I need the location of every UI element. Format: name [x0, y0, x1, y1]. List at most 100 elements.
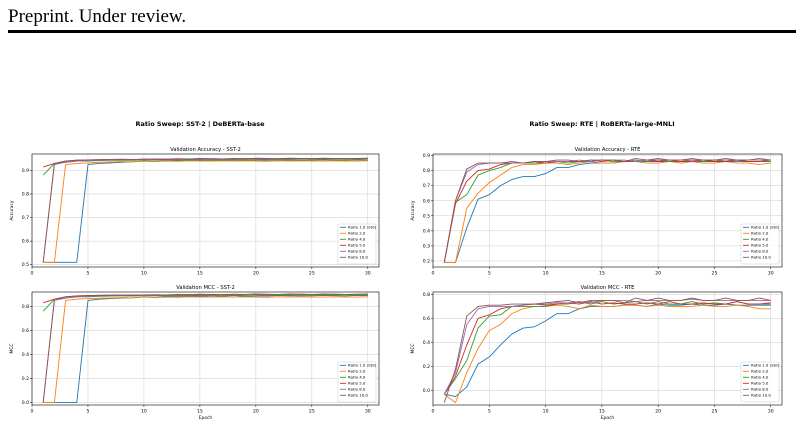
x-tick-label: 0 — [432, 409, 435, 415]
series-line — [443, 297, 771, 403]
y-tick-label: 0.4 — [22, 352, 29, 358]
figure-suptitle-rte: Ratio Sweep: RTE | RoBERTa-large-MNLI — [529, 120, 674, 129]
x-tick-label: 15 — [197, 409, 203, 415]
x-tick-label: 25 — [309, 271, 315, 277]
x-tick-label: 5 — [488, 409, 491, 415]
x-tick-label: 10 — [141, 409, 147, 415]
x-tick-label: 15 — [197, 271, 203, 277]
series-line — [42, 157, 368, 263]
chart-title: Validation Accuracy - RTE — [575, 147, 641, 153]
x-tick-label: 10 — [543, 271, 549, 277]
legend-entry: Ratio 10.0 — [751, 255, 771, 260]
series-line — [444, 161, 771, 263]
series-line — [443, 301, 771, 395]
y-axis-label: Accuracy — [9, 200, 15, 220]
y-tick-label: 0.0 — [423, 388, 430, 394]
x-tick-label: 0 — [31, 409, 34, 415]
chart-title: Validation MCC - RTE — [581, 285, 635, 291]
x-axis-label: Epoch — [199, 415, 213, 421]
x-tick-label: 30 — [768, 409, 774, 415]
series-line — [43, 159, 368, 263]
x-tick-label: 30 — [365, 409, 371, 415]
series-line — [43, 160, 368, 263]
series-line — [443, 159, 771, 263]
legend-entry: Ratio 5.0 — [348, 243, 366, 248]
y-tick-label: 0.5 — [423, 213, 430, 219]
legend-entry: Ratio 10.0 — [348, 255, 368, 260]
series-line — [42, 293, 368, 403]
x-tick-label: 25 — [712, 271, 718, 277]
series-line — [443, 298, 771, 395]
series-line — [42, 293, 368, 403]
series-line — [443, 159, 771, 263]
x-tick-label: 15 — [599, 271, 605, 277]
legend-box — [740, 361, 780, 403]
plot-frame — [31, 291, 380, 406]
chart-title: Validation Accuracy - SST-2 — [170, 147, 241, 153]
y-tick-label: 0.7 — [22, 215, 29, 221]
x-tick-label: 0 — [31, 271, 34, 277]
x-tick-label: 10 — [543, 409, 549, 415]
series-line — [43, 294, 368, 404]
y-tick-label: 0.8 — [423, 292, 430, 298]
y-tick-label: 0.6 — [22, 328, 29, 334]
x-axis-label: Epoch — [601, 415, 615, 421]
y-tick-label: 0.8 — [22, 304, 29, 310]
y-tick-label: 0.0 — [22, 400, 29, 406]
y-tick-label: 0.6 — [423, 198, 430, 204]
series-line — [443, 159, 771, 263]
figure-suptitle-sst2: Ratio Sweep: SST-2 | DeBERTa-base — [135, 120, 265, 129]
y-axis-label: MCC — [9, 344, 15, 354]
legend-entry: Ratio 4.0 — [348, 375, 366, 380]
legend-entry: Ratio 10.0 — [751, 393, 771, 398]
series-line — [444, 161, 771, 263]
y-tick-label: 0.6 — [22, 239, 29, 245]
y-axis-label: Accuracy — [410, 200, 416, 220]
y-tick-label: 0.4 — [423, 228, 430, 234]
legend-entry: Ratio 1.0 (Std) — [348, 363, 377, 368]
x-tick-label: 5 — [488, 271, 491, 277]
series-line — [443, 304, 771, 404]
series-line — [42, 294, 368, 312]
series-line — [42, 159, 368, 176]
panel-rte-accuracy: 0 5 10 15 20 25 30 0.2 0.3 0.4 0.5 0.6 0.7 0.8 0.9 Vali… — [410, 147, 783, 277]
series-line — [444, 303, 771, 398]
y-axis-label: MCC — [410, 344, 416, 354]
y-tick-label: 0.3 — [423, 244, 430, 250]
legend-box — [740, 223, 780, 265]
legend-entry: Ratio 2.0 — [751, 231, 769, 236]
y-tick-label: 0.2 — [423, 364, 430, 370]
x-tick-label: 30 — [768, 271, 774, 277]
x-tick-label: 20 — [253, 409, 259, 415]
y-tick-label: 0.8 — [423, 168, 430, 174]
x-tick-label: 20 — [253, 271, 259, 277]
legend-entry: Ratio 2.0 — [348, 231, 366, 236]
legend-entry: Ratio 8.0 — [348, 387, 366, 392]
legend-entry: Ratio 1.0 (Std) — [348, 225, 377, 230]
series-line — [443, 158, 771, 263]
x-tick-label: 30 — [365, 271, 371, 277]
legend-entry: Ratio 8.0 — [751, 249, 769, 254]
legend-entry: Ratio 8.0 — [348, 249, 366, 254]
x-tick-label: 25 — [309, 409, 315, 415]
legend-entry: Ratio 5.0 — [348, 381, 366, 386]
y-tick-label: 0.2 — [22, 376, 29, 382]
header-rule — [8, 30, 796, 33]
y-tick-label: 0.2 — [423, 259, 430, 265]
legend-entry: Ratio 1.0 (Std) — [751, 225, 780, 230]
x-tick-label: 5 — [86, 271, 89, 277]
series-line — [43, 296, 368, 404]
legend-entry: Ratio 5.0 — [751, 381, 769, 386]
legend-entry: Ratio 4.0 — [348, 237, 366, 242]
y-tick-label: 0.6 — [423, 316, 430, 322]
x-tick-label: 0 — [432, 271, 435, 277]
legend-entry: Ratio 2.0 — [751, 369, 769, 374]
chart-title: Validation MCC - SST-2 — [176, 285, 235, 291]
y-tick-label: 0.5 — [22, 262, 29, 268]
legend-entry: Ratio 8.0 — [751, 387, 769, 392]
x-tick-label: 10 — [141, 271, 147, 277]
y-tick-label: 0.9 — [423, 153, 430, 159]
